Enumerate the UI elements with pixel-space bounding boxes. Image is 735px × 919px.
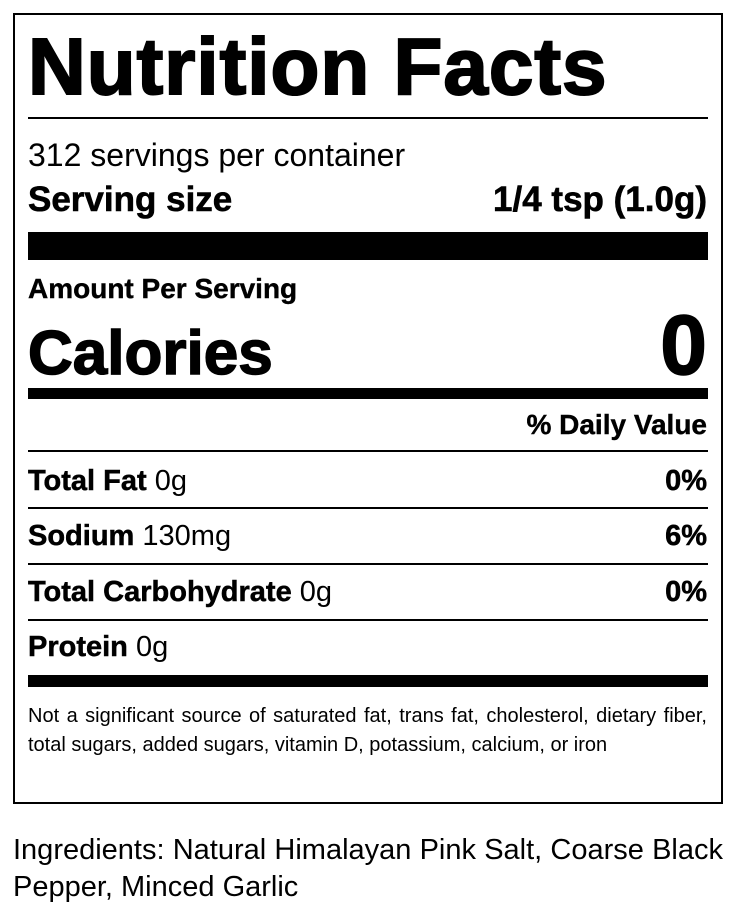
nutrient-dv: 0% xyxy=(665,465,707,498)
nutrient-name: Protein xyxy=(28,631,128,664)
medium-divider xyxy=(28,388,708,399)
ingredients: Ingredients: Natural Himalayan Pink Salt… xyxy=(13,834,723,903)
nutrient-row-sodium: Sodium 130mg 6% xyxy=(28,519,708,553)
nutrient-amount: 0g xyxy=(299,576,333,608)
divider xyxy=(28,117,708,119)
serving-size-value: 1/4 tsp (1.0g) xyxy=(493,180,708,220)
calories-label: Calories xyxy=(27,318,273,389)
divider xyxy=(28,563,708,565)
nutrient-amount: 0g xyxy=(135,631,169,663)
label-title: Nutrition Facts xyxy=(27,21,608,112)
divider xyxy=(28,507,708,509)
nutrient-name: Total Carbohydrate xyxy=(28,576,292,609)
amount-per-serving: Amount Per Serving xyxy=(28,273,298,304)
divider xyxy=(28,450,708,452)
daily-value-header: % Daily Value xyxy=(526,409,707,440)
nutrient-dv: 6% xyxy=(665,520,707,553)
nutrition-label xyxy=(13,13,723,804)
nutrient-row-total-carbohydrate: Total Carbohydrate 0g 0% xyxy=(28,575,707,609)
servings-per-container: 312 servings per container xyxy=(28,137,406,173)
footnote: Not a significant source of saturated fa… xyxy=(28,705,707,756)
calories-row: Calories 0 xyxy=(27,298,708,394)
nutrient-amount: 0g xyxy=(154,465,188,497)
calories-value: 0 xyxy=(660,298,708,392)
nutrient-name: Sodium xyxy=(28,520,135,553)
thick-divider xyxy=(28,232,708,260)
serving-size-label: Serving size xyxy=(28,180,233,220)
nutrient-amount: 130mg xyxy=(142,520,232,552)
nutrient-row-total-fat: Total Fat 0g 0% xyxy=(28,464,707,498)
serving-size: Serving size 1/4 tsp (1.0g) xyxy=(28,180,708,220)
nutrient-row-protein: Protein 0g xyxy=(28,630,707,664)
nutrient-dv: 0% xyxy=(665,576,707,609)
medium-divider xyxy=(28,675,708,687)
divider xyxy=(28,619,708,621)
nutrient-name: Total Fat xyxy=(28,465,147,498)
